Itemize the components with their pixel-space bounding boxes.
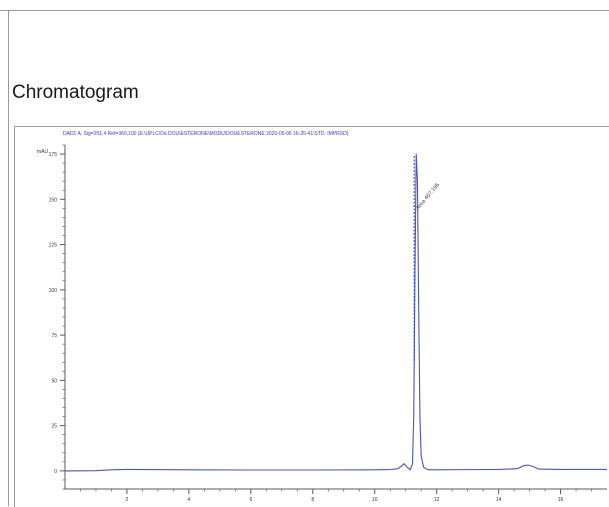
frame-top-border <box>0 10 609 11</box>
chart-ticks: mAU 0 25 50 75 100 125 150 175 2 4 6 8 10 12 14 16 <box>37 144 592 503</box>
y-tick-label: 150 <box>49 197 58 203</box>
y-tick-label: 125 <box>49 243 58 249</box>
y-tick-label: 25 <box>51 424 57 430</box>
peak-annotation: Area 467.196 <box>415 182 441 211</box>
x-tick-label: 12 <box>434 497 440 503</box>
x-tick-label: 16 <box>558 497 564 503</box>
x-tick-label: 6 <box>249 497 252 503</box>
y-tick-label: 50 <box>51 378 57 384</box>
chart-series <box>64 153 607 472</box>
x-tick-label: 14 <box>496 497 502 503</box>
y-tick-label: 75 <box>51 333 57 339</box>
x-tick-label: 4 <box>187 497 190 503</box>
chart-header-text: DAD1 A, Sig=201,4 Ref=360,100 (E:\UPLC\D… <box>63 131 349 137</box>
chromatogram-panel: DAD1 A, Sig=201,4 Ref=360,100 (E:\UPLC\D… <box>14 126 609 507</box>
chart-axes <box>64 145 607 490</box>
chromatogram-trace <box>64 153 607 472</box>
section-title: Chromatogram <box>12 82 139 103</box>
y-tick-label: 175 <box>49 152 58 158</box>
y-tick-label: 100 <box>49 288 58 294</box>
x-tick-label: 2 <box>126 497 129 503</box>
x-tick-label: 10 <box>372 497 378 503</box>
x-tick-label: 8 <box>311 497 314 503</box>
y-tick-label: 0 <box>54 469 57 475</box>
frame-left-border <box>8 10 9 506</box>
y-unit-label: mAU <box>37 149 49 155</box>
chromatogram-chart: DAD1 A, Sig=201,4 Ref=360,100 (E:\UPLC\D… <box>37 131 607 503</box>
